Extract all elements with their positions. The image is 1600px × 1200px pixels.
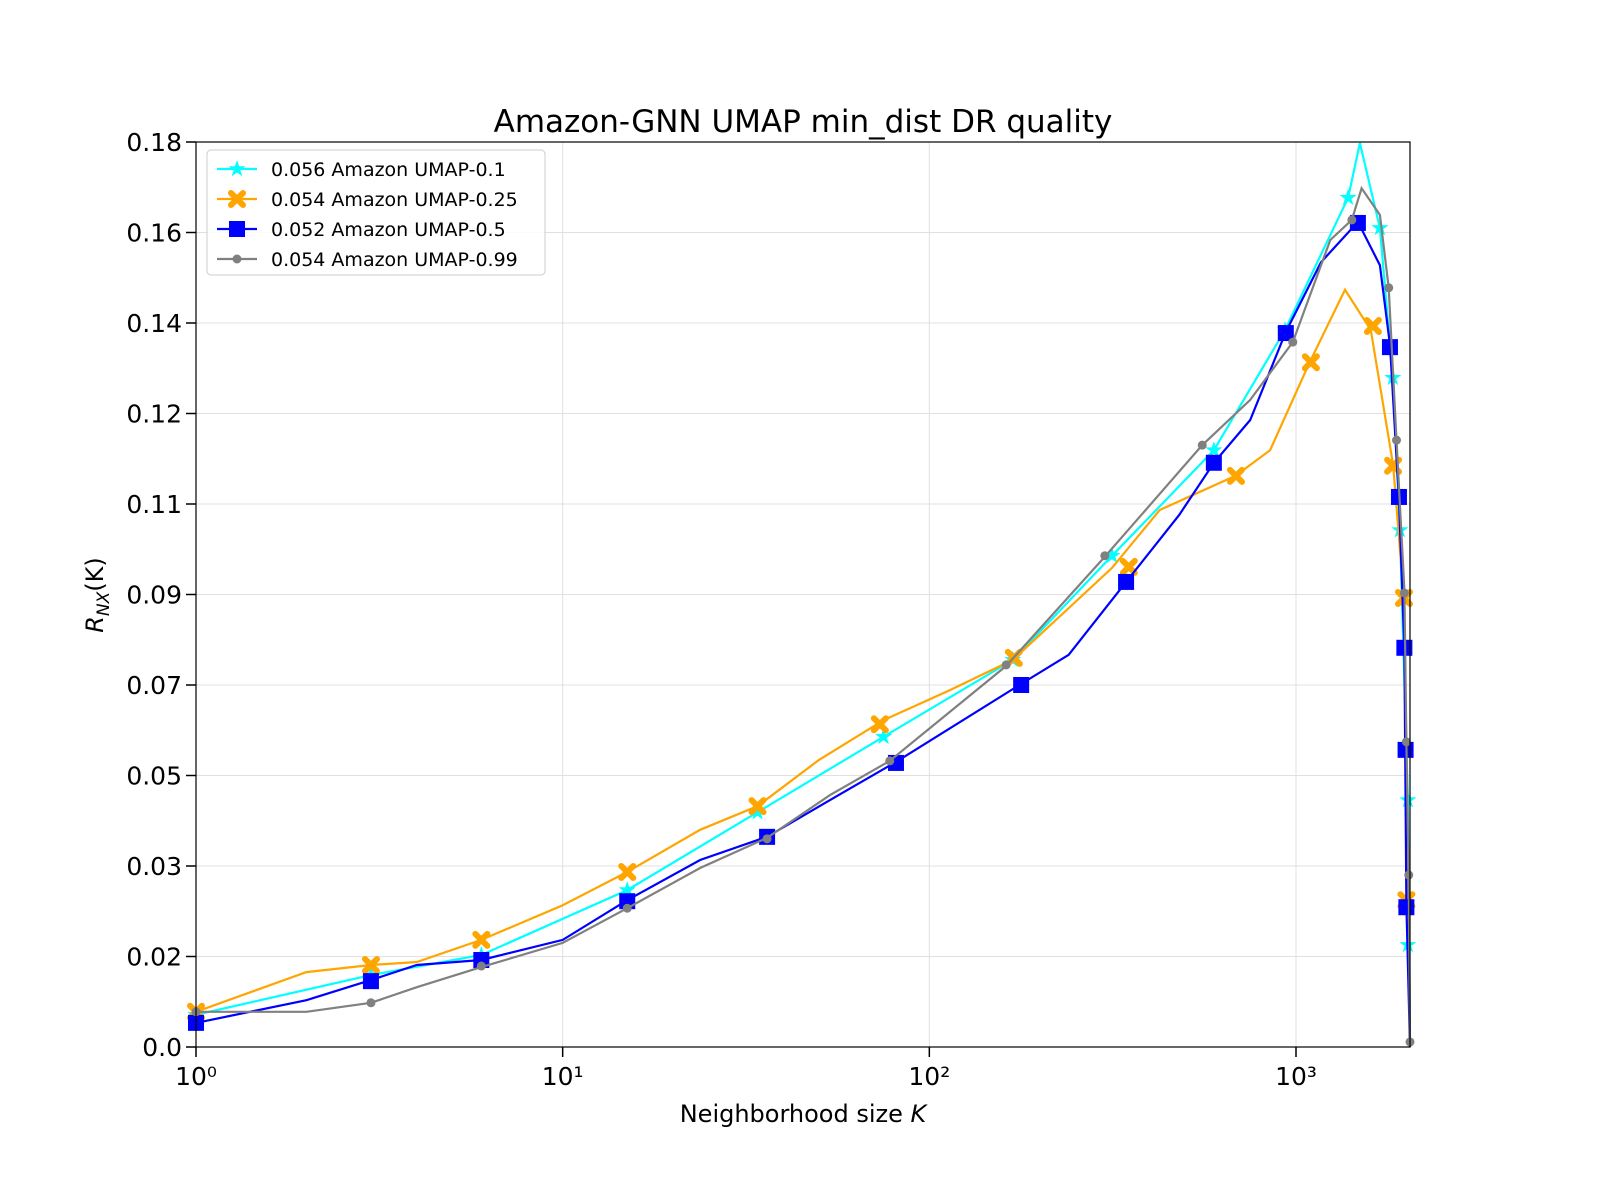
y-axis-label-arg: (K) <box>81 557 109 591</box>
legend-label: 0.052 Amazon UMAP-0.5 <box>271 219 506 241</box>
y-tick-label: 0.14 <box>126 309 182 338</box>
y-axis-label-r: R <box>81 616 109 633</box>
legend: 0.056 Amazon UMAP-0.1 0.054 Amazon UMAP-0… <box>206 149 546 276</box>
marker <box>1347 215 1357 225</box>
marker <box>1399 588 1409 598</box>
grid <box>195 141 1410 1048</box>
marker <box>1100 551 1110 561</box>
x-tick-label: 10⁰ <box>175 1062 217 1091</box>
y-axis-label: RNX(K) <box>81 557 114 633</box>
axes: 0.0 0.02 0.03 0.05 0.07 0.09 0.11 0.12 0.14 0.16 0… <box>126 128 1317 1091</box>
marker <box>1205 441 1223 458</box>
x-tick-label: 10² <box>908 1062 950 1091</box>
marker <box>622 903 632 913</box>
y-tick-label: 0.07 <box>126 671 182 700</box>
marker <box>232 254 242 264</box>
y-tick-label: 0.05 <box>126 762 182 791</box>
marker <box>229 221 245 237</box>
marker <box>1226 466 1245 485</box>
marker <box>1118 573 1135 590</box>
marker <box>1288 337 1298 347</box>
marker <box>228 190 246 208</box>
marker <box>885 756 895 766</box>
marker <box>1339 188 1357 206</box>
marker <box>366 998 376 1008</box>
legend-label: 0.054 Amazon UMAP-0.99 <box>271 249 518 271</box>
x-tick-label: 10¹ <box>542 1062 584 1091</box>
y-tick-label: 0.09 <box>126 581 182 610</box>
series-line <box>196 185 1412 1043</box>
marker <box>748 797 767 816</box>
y-tick-label: 0.0 <box>142 1033 182 1062</box>
legend-label: 0.056 Amazon UMAP-0.1 <box>271 159 506 181</box>
marker <box>1401 737 1411 747</box>
marker <box>1363 317 1382 336</box>
marker <box>749 803 767 820</box>
x-tick-label: 10³ <box>1275 1062 1317 1091</box>
marker <box>1371 219 1389 236</box>
y-tick-label: 0.18 <box>126 128 182 157</box>
marker <box>1277 325 1294 342</box>
series-line <box>195 219 1412 1048</box>
marker <box>875 727 893 745</box>
legend-box <box>206 149 546 276</box>
x-axis-label-var: K <box>911 1100 929 1128</box>
marker <box>1381 339 1398 356</box>
marker <box>618 863 637 882</box>
marker <box>1103 546 1121 564</box>
x-axis-label-text: Neighborhood size <box>680 1100 903 1128</box>
marker <box>870 715 889 734</box>
marker <box>1013 677 1030 693</box>
marker <box>1384 283 1394 293</box>
x-axis-label: Neighborhood size K <box>680 1100 929 1128</box>
marker <box>1404 870 1414 880</box>
marker <box>1119 557 1138 576</box>
marker <box>228 160 246 177</box>
chart-title: Amazon-GNN UMAP min_dist DR quality <box>494 104 1113 140</box>
marker <box>762 834 772 844</box>
marker <box>361 956 380 975</box>
marker <box>1392 435 1402 445</box>
y-tick-label: 0.11 <box>126 490 182 519</box>
marker <box>1398 899 1415 916</box>
marker <box>1205 454 1222 471</box>
marker <box>1197 440 1207 450</box>
y-tick-label: 0.16 <box>126 219 182 248</box>
marker <box>1301 353 1320 372</box>
y-tick-label: 0.02 <box>126 943 182 972</box>
legend-label: 0.054 Amazon UMAP-0.25 <box>271 189 518 211</box>
y-tick-label: 0.03 <box>126 852 182 881</box>
series-line <box>195 287 1412 1048</box>
marker <box>362 973 379 990</box>
marker <box>476 961 486 971</box>
y-axis-label-sub: NX <box>94 591 114 616</box>
marker <box>618 881 636 898</box>
marker <box>472 930 491 949</box>
y-tick-label: 0.12 <box>126 400 182 429</box>
marker <box>1001 660 1011 670</box>
